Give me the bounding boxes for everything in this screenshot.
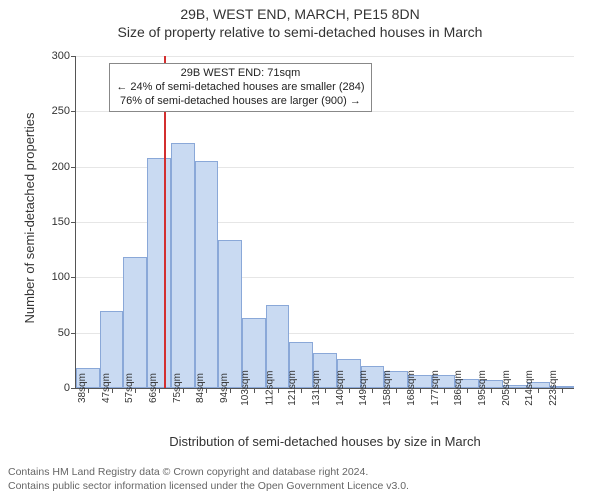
histogram-bar bbox=[147, 158, 171, 388]
xtick-label: 131sqm bbox=[305, 370, 322, 406]
xtick-label: 158sqm bbox=[376, 370, 393, 406]
chart-title-line1: 29B, WEST END, MARCH, PE15 8DN bbox=[0, 6, 600, 22]
xtick-mark bbox=[372, 388, 373, 393]
xtick-label: 205sqm bbox=[495, 370, 512, 406]
xtick-label: 223sqm bbox=[542, 370, 559, 406]
annotation-line1: 29B WEST END: 71sqm bbox=[116, 67, 364, 81]
annotation-line2: ← 24% of semi-detached houses are smalle… bbox=[116, 81, 364, 95]
xtick-mark bbox=[301, 388, 302, 393]
ytick-label: 300 bbox=[52, 50, 76, 62]
histogram-bar bbox=[123, 257, 147, 388]
xtick-mark bbox=[206, 388, 207, 393]
ytick-label: 250 bbox=[52, 105, 76, 117]
histogram-bar bbox=[171, 143, 195, 388]
gridline bbox=[76, 56, 574, 57]
ytick-label: 100 bbox=[52, 271, 76, 283]
xtick-mark bbox=[159, 388, 160, 393]
y-axis-label: Number of semi-detached properties bbox=[22, 48, 37, 388]
xtick-label: 121sqm bbox=[281, 370, 298, 406]
xtick-mark bbox=[349, 388, 350, 393]
annotation-line3: 76% of semi-detached houses are larger (… bbox=[116, 95, 364, 109]
xtick-mark bbox=[444, 388, 445, 393]
plot-area: 05010015020025030038sqm47sqm57sqm66sqm75… bbox=[75, 56, 574, 389]
xtick-label: 75sqm bbox=[166, 373, 183, 403]
xtick-mark bbox=[254, 388, 255, 393]
xtick-label: 57sqm bbox=[118, 373, 135, 403]
xtick-mark bbox=[396, 388, 397, 393]
xtick-label: 47sqm bbox=[95, 373, 112, 403]
xtick-label: 38sqm bbox=[71, 373, 88, 403]
xtick-label: 186sqm bbox=[447, 370, 464, 406]
xtick-label: 168sqm bbox=[400, 370, 417, 406]
xtick-label: 94sqm bbox=[213, 373, 230, 403]
x-axis-label: Distribution of semi-detached houses by … bbox=[75, 434, 575, 449]
xtick-mark bbox=[420, 388, 421, 393]
xtick-mark bbox=[515, 388, 516, 393]
xtick-mark bbox=[491, 388, 492, 393]
xtick-label: 140sqm bbox=[329, 370, 346, 406]
xtick-label: 214sqm bbox=[519, 370, 536, 406]
xtick-label: 103sqm bbox=[234, 370, 251, 406]
ytick-label: 200 bbox=[52, 161, 76, 173]
footer-line1: Contains HM Land Registry data © Crown c… bbox=[8, 466, 409, 480]
xtick-label: 66sqm bbox=[142, 373, 159, 403]
xtick-mark bbox=[135, 388, 136, 393]
xtick-label: 84sqm bbox=[189, 373, 206, 403]
xtick-mark bbox=[278, 388, 279, 393]
xtick-mark bbox=[467, 388, 468, 393]
xtick-mark bbox=[325, 388, 326, 393]
footer-line2: Contains public sector information licen… bbox=[8, 480, 409, 494]
ytick-label: 50 bbox=[58, 327, 76, 339]
histogram-bar bbox=[218, 240, 242, 388]
xtick-label: 177sqm bbox=[424, 370, 441, 406]
xtick-label: 195sqm bbox=[471, 370, 488, 406]
chart-title-line2: Size of property relative to semi-detach… bbox=[0, 24, 600, 40]
xtick-mark bbox=[562, 388, 563, 393]
annotation-box: 29B WEST END: 71sqm ← 24% of semi-detach… bbox=[109, 63, 371, 112]
xtick-mark bbox=[538, 388, 539, 393]
histogram-bar bbox=[195, 161, 219, 388]
footer-attribution: Contains HM Land Registry data © Crown c… bbox=[8, 466, 409, 493]
xtick-label: 149sqm bbox=[353, 370, 370, 406]
xtick-label: 112sqm bbox=[258, 371, 275, 406]
xtick-mark bbox=[230, 388, 231, 393]
ytick-label: 150 bbox=[52, 216, 76, 228]
